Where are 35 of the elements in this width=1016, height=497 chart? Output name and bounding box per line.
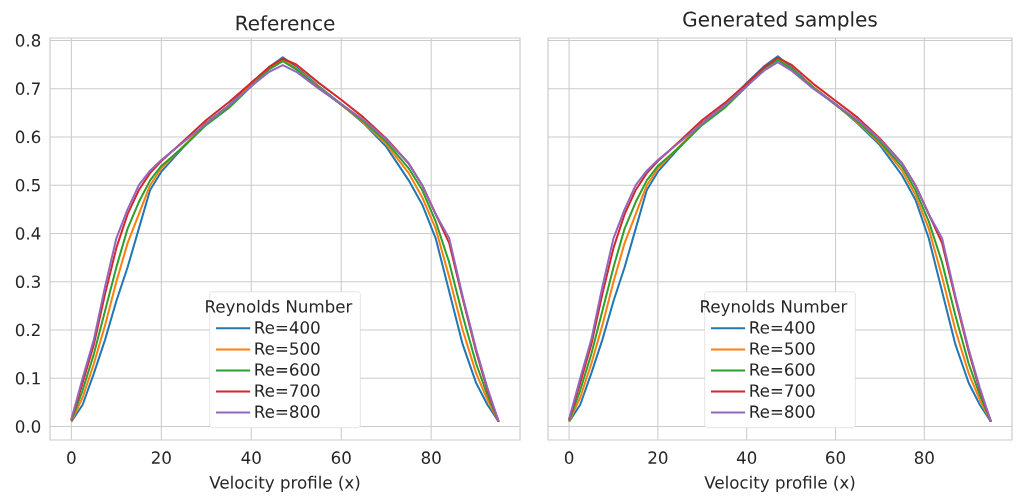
x-tick-label: 20 <box>151 451 171 464</box>
x-tick-label: 0 <box>67 451 76 464</box>
legend-label: Re=600 <box>255 363 320 376</box>
y-tick-label: 0.0 <box>15 420 41 433</box>
legend-label: Re=500 <box>255 342 320 355</box>
legend-label: Re=700 <box>255 384 320 397</box>
y-tick-label: 0.5 <box>15 178 40 192</box>
legend-title: Reynolds Number <box>701 299 848 316</box>
x-tick-label: 20 <box>648 451 668 464</box>
legend-label: Re=500 <box>750 342 815 355</box>
y-tick-label: 0.3 <box>15 275 40 288</box>
y-tick-label: 0.1 <box>15 371 40 385</box>
x-tick-label: 80 <box>914 451 934 464</box>
legend-label: Re=600 <box>750 363 815 376</box>
legend-label: Re=700 <box>750 384 815 397</box>
y-tick-label: 0.4 <box>15 227 41 240</box>
x-tick-label: 40 <box>736 451 757 464</box>
legend-label: Re=400 <box>255 321 320 334</box>
x-axis-title: Velocity profile (x) <box>704 475 855 492</box>
legend-label: Re=400 <box>750 321 815 334</box>
x-tick-label: 60 <box>826 451 845 464</box>
y-tick-label: 0.7 <box>15 82 40 95</box>
legend-label: Re=800 <box>255 405 320 418</box>
legend-title: Reynolds Number <box>206 299 353 316</box>
legend-label: Re=800 <box>750 405 815 418</box>
x-tick-label: 0 <box>564 451 574 464</box>
y-tick-label: 0.2 <box>15 323 40 337</box>
x-tick-label: 40 <box>241 451 261 464</box>
y-tick-label: 0.6 <box>15 130 41 144</box>
chart-title: Reference <box>236 15 335 31</box>
x-tick-label: 60 <box>331 451 351 464</box>
x-tick-label: 80 <box>421 451 441 464</box>
y-tick-label: 0.8 <box>15 34 41 47</box>
x-axis-title: Velocity profile (x) <box>209 475 360 492</box>
chart-title: Generated samples <box>683 11 877 31</box>
